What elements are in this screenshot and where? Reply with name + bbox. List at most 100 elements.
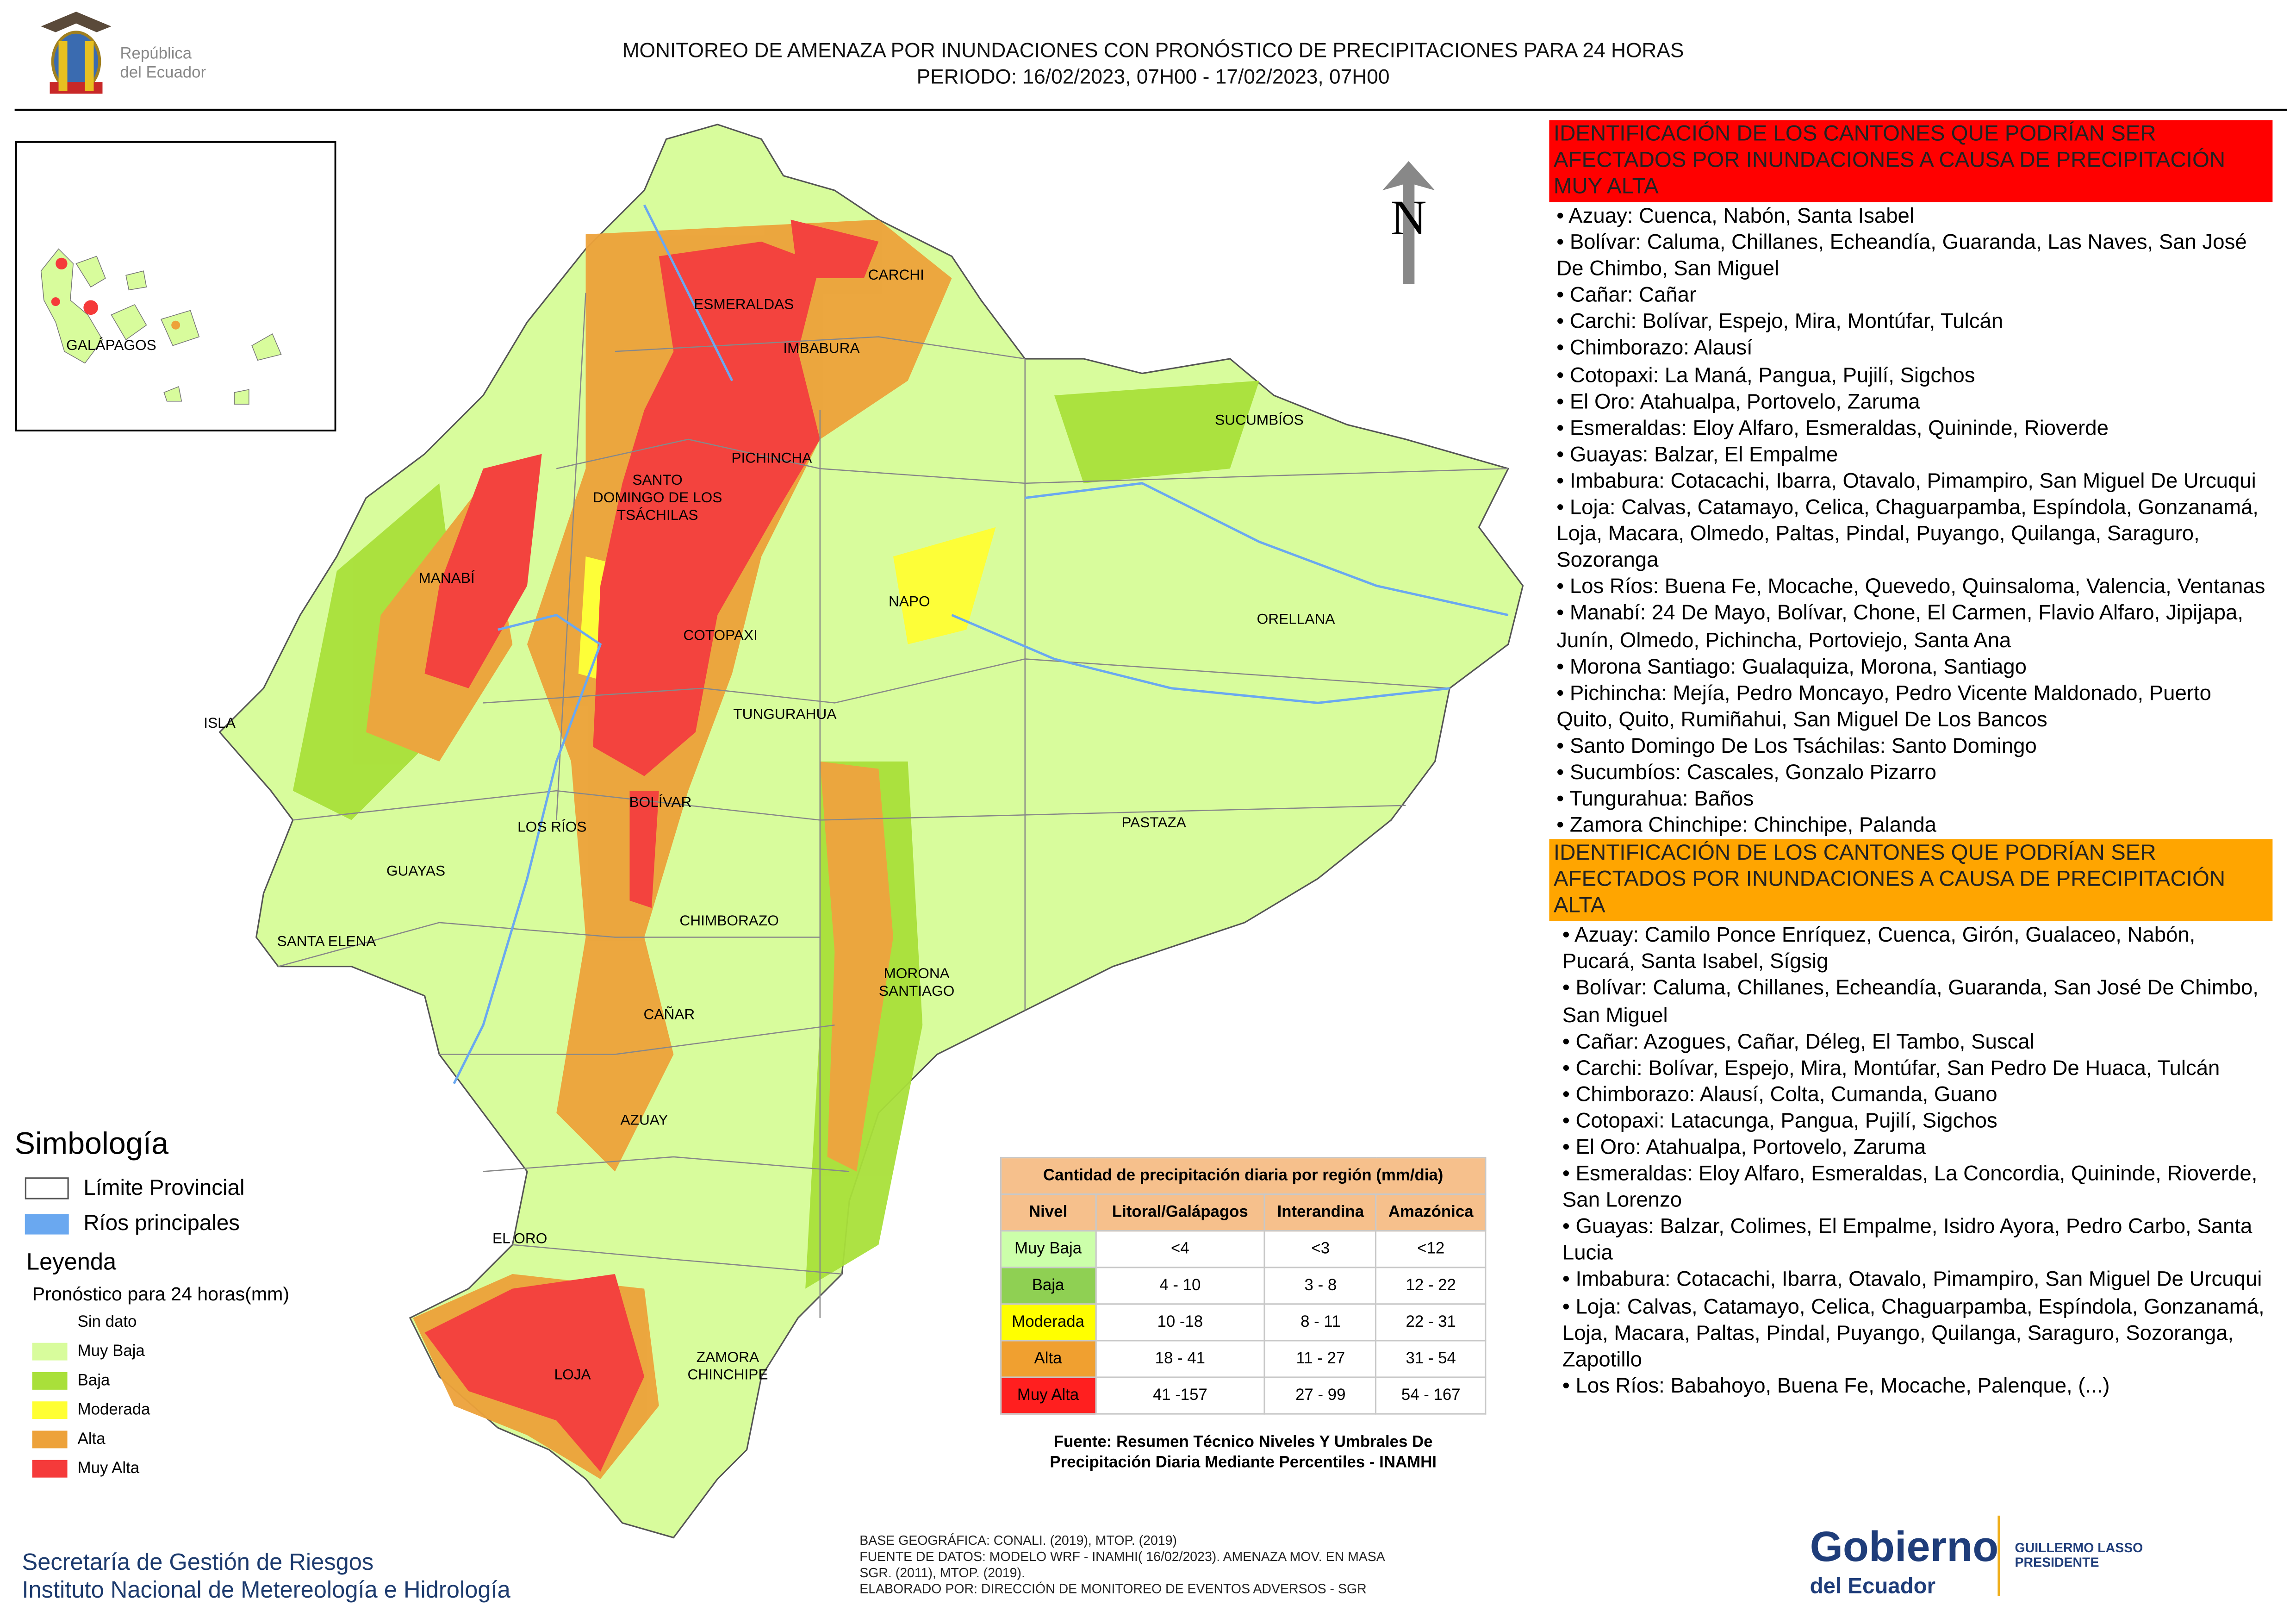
- canton-item: • Azuay: Camilo Ponce Enríquez, Cuenca, …: [1562, 924, 2196, 974]
- north-label: N: [1391, 190, 1427, 245]
- president-text: PRESIDENTE: [2015, 1555, 2099, 1570]
- inset-label: GALÁPAGOS: [66, 337, 156, 353]
- table-row: Alta 18 - 41 11 - 27 31 - 54: [1000, 1340, 1487, 1378]
- precipitation-zones: [292, 219, 1259, 1479]
- legend-label: Baja: [77, 1372, 110, 1390]
- province-label: ORELLANA: [1257, 611, 1336, 627]
- credit-line: FUENTE DE DATOS: MODELO WRF - INAMHI( 16…: [859, 1549, 1385, 1564]
- boundary-swatch: [25, 1177, 69, 1199]
- table-row: Muy Baja <4 <3 <12: [1000, 1230, 1487, 1268]
- province-label: TSÁCHILAS: [617, 506, 698, 523]
- canton-item: • El Oro: Atahualpa, Portovelo, Zaruma: [1562, 1136, 1926, 1160]
- legend-swatch: [32, 1343, 68, 1361]
- province-label: MANABÍ: [418, 569, 474, 586]
- institution: Secretaría de Gestión de Riesgos: [22, 1550, 374, 1576]
- canton-item: • Chimborazo: Alausí: [1556, 337, 1753, 361]
- canton-panels: IDENTIFICACIÓN DE LOS CANTONES QUE PODRÍ…: [1549, 120, 2273, 1399]
- canton-item: • Chimborazo: Alausí, Colta, Cumanda, Gu…: [1562, 1083, 1997, 1107]
- province-label: COTOPAXI: [683, 626, 758, 643]
- institutions: Secretaría de Gestión de Riesgos Institu…: [22, 1549, 510, 1605]
- canton-item: • Esmeraldas: Eloy Alfaro, Esmeraldas, Q…: [1556, 417, 2109, 441]
- canton-item: • Bolívar: Caluma, Chillanes, Echeandía,…: [1562, 977, 2259, 1028]
- canton-item: • Guayas: Balzar, El Empalme: [1556, 443, 1838, 467]
- table-header: Litoral/Galápagos: [1095, 1193, 1266, 1232]
- table-cell: 12 - 22: [1375, 1267, 1487, 1305]
- canton-item: • Loja: Calvas, Catamayo, Celica, Chagua…: [1562, 1295, 2265, 1372]
- gov-logo-text: del Ecuador: [1810, 1574, 1936, 1599]
- president-text: GUILLERMO LASSO: [2015, 1541, 2143, 1555]
- logo-text: del Ecuador: [120, 64, 206, 81]
- table-cell: 27 - 99: [1264, 1376, 1377, 1415]
- legend-swatch: [32, 1430, 68, 1449]
- legend-swatch: [32, 1372, 68, 1390]
- table-cell: 11 - 27: [1264, 1340, 1377, 1378]
- gov-logo-text: Gobierno: [1810, 1523, 1999, 1570]
- canton-item: • Los Ríos: Buena Fe, Mocache, Quevedo, …: [1556, 576, 2265, 600]
- table-cell: <4: [1095, 1230, 1266, 1268]
- symbology-label: Límite Provincial: [83, 1176, 245, 1201]
- logo-text: República: [120, 45, 192, 62]
- legend-class: Muy Alta: [15, 1454, 396, 1483]
- provincial-boundaries: [278, 293, 1508, 1318]
- canton-item: • Cañar: Cañar: [1556, 284, 1697, 308]
- table-cell: 10 -18: [1095, 1303, 1266, 1342]
- province-label: IMBABURA: [783, 339, 860, 356]
- level-cell: Alta: [1000, 1340, 1096, 1378]
- title: MONITOREO DE AMENAZA POR INUNDACIONES CO…: [622, 38, 1684, 62]
- legend-label: Alta: [77, 1430, 106, 1449]
- source-line: Precipitación Diaria Mediante Percentile…: [1050, 1454, 1437, 1472]
- institution: Instituto Nacional de Metereología e Hid…: [22, 1578, 510, 1604]
- credits: BASE GEOGRÁFICA: CONALI. (2019), MTOP. (…: [859, 1533, 1385, 1598]
- canton-item: • Pichincha: Mejía, Pedro Moncayo, Pedro…: [1556, 682, 2211, 732]
- table-cell: 4 - 10: [1095, 1267, 1266, 1305]
- canton-item: • Cotopaxi: La Maná, Pangua, Pujilí, Sig…: [1556, 364, 1975, 387]
- canton-item: • Carchi: Bolívar, Espejo, Mira, Montúfa…: [1562, 1056, 2220, 1081]
- canton-item: • Manabí: 24 De Mayo, Bolívar, Chone, El…: [1556, 602, 2243, 653]
- canton-item: • Guayas: Balzar, Colimes, El Empalme, I…: [1562, 1216, 2252, 1266]
- province-label: ISLA: [204, 714, 236, 731]
- table-title: Cantidad de precipitación diaria por reg…: [1000, 1156, 1487, 1195]
- canton-item: • Sucumbíos: Cascales, Gonzalo Pizarro: [1556, 761, 1936, 785]
- legend-class: Sin dato: [15, 1308, 396, 1337]
- canton-item: • Los Ríos: Babahoyo, Buena Fe, Mocache,…: [1562, 1374, 2110, 1399]
- symbology-title: Simbología: [14, 1127, 169, 1162]
- table-cell: <3: [1264, 1230, 1377, 1268]
- legend-title: Leyenda: [26, 1250, 117, 1276]
- canton-item: • Zamora Chinchipe: Chinchipe, Palanda: [1556, 814, 1937, 838]
- legend: Simbología Límite Provincial Ríos princi…: [15, 1128, 396, 1484]
- province-label: ZAMORA: [697, 1349, 759, 1365]
- subtitle: PERIODO: 16/02/2023, 07H00 - 17/02/2023,…: [916, 64, 1390, 88]
- province-label: CAÑAR: [644, 1006, 695, 1023]
- province-label: SANTO: [632, 471, 682, 488]
- table-cell: 18 - 41: [1095, 1340, 1266, 1378]
- level-cell: Muy Alta: [1000, 1376, 1096, 1415]
- level-cell: Muy Baja: [1000, 1230, 1096, 1268]
- legend-label: Sin dato: [77, 1313, 137, 1331]
- table-header: Nivel: [1000, 1193, 1096, 1232]
- canton-panel: IDENTIFICACIÓN DE LOS CANTONES QUE PODRÍ…: [1549, 120, 2273, 839]
- table-row: Moderada 10 -18 8 - 11 22 - 31: [1000, 1303, 1487, 1342]
- province-label: MORONA: [884, 965, 950, 981]
- province-label: SANTIAGO: [879, 982, 954, 999]
- panel-title: IDENTIFICACIÓN DE LOS CANTONES QUE PODRÍ…: [1549, 120, 2273, 202]
- table-cell: <12: [1375, 1230, 1487, 1268]
- table-cell: 3 - 8: [1264, 1267, 1377, 1305]
- river-swatch: [25, 1213, 69, 1234]
- galapagos-islands: [40, 248, 282, 405]
- rivers: [453, 204, 1509, 1084]
- canton-item: • Azuay: Cuenca, Nabón, Santa Isabel: [1556, 205, 1915, 229]
- province-label: CHIMBORAZO: [679, 912, 778, 929]
- legend-label: Moderada: [77, 1401, 150, 1419]
- symbology-item: Límite Provincial: [25, 1172, 395, 1206]
- province-label: EL ORO: [492, 1230, 547, 1247]
- legend-class: Alta: [15, 1425, 396, 1454]
- canton-item: • El Oro: Atahualpa, Portovelo, Zaruma: [1556, 390, 1920, 414]
- province-label: SUCUMBÍOS: [1215, 411, 1304, 428]
- province-label: CHINCHIPE: [687, 1366, 768, 1383]
- title-block: MONITOREO DE AMENAZA POR INUNDACIONES CO…: [439, 37, 1867, 89]
- legend-label: Muy Alta: [77, 1460, 140, 1478]
- legend-swatch: [32, 1313, 68, 1331]
